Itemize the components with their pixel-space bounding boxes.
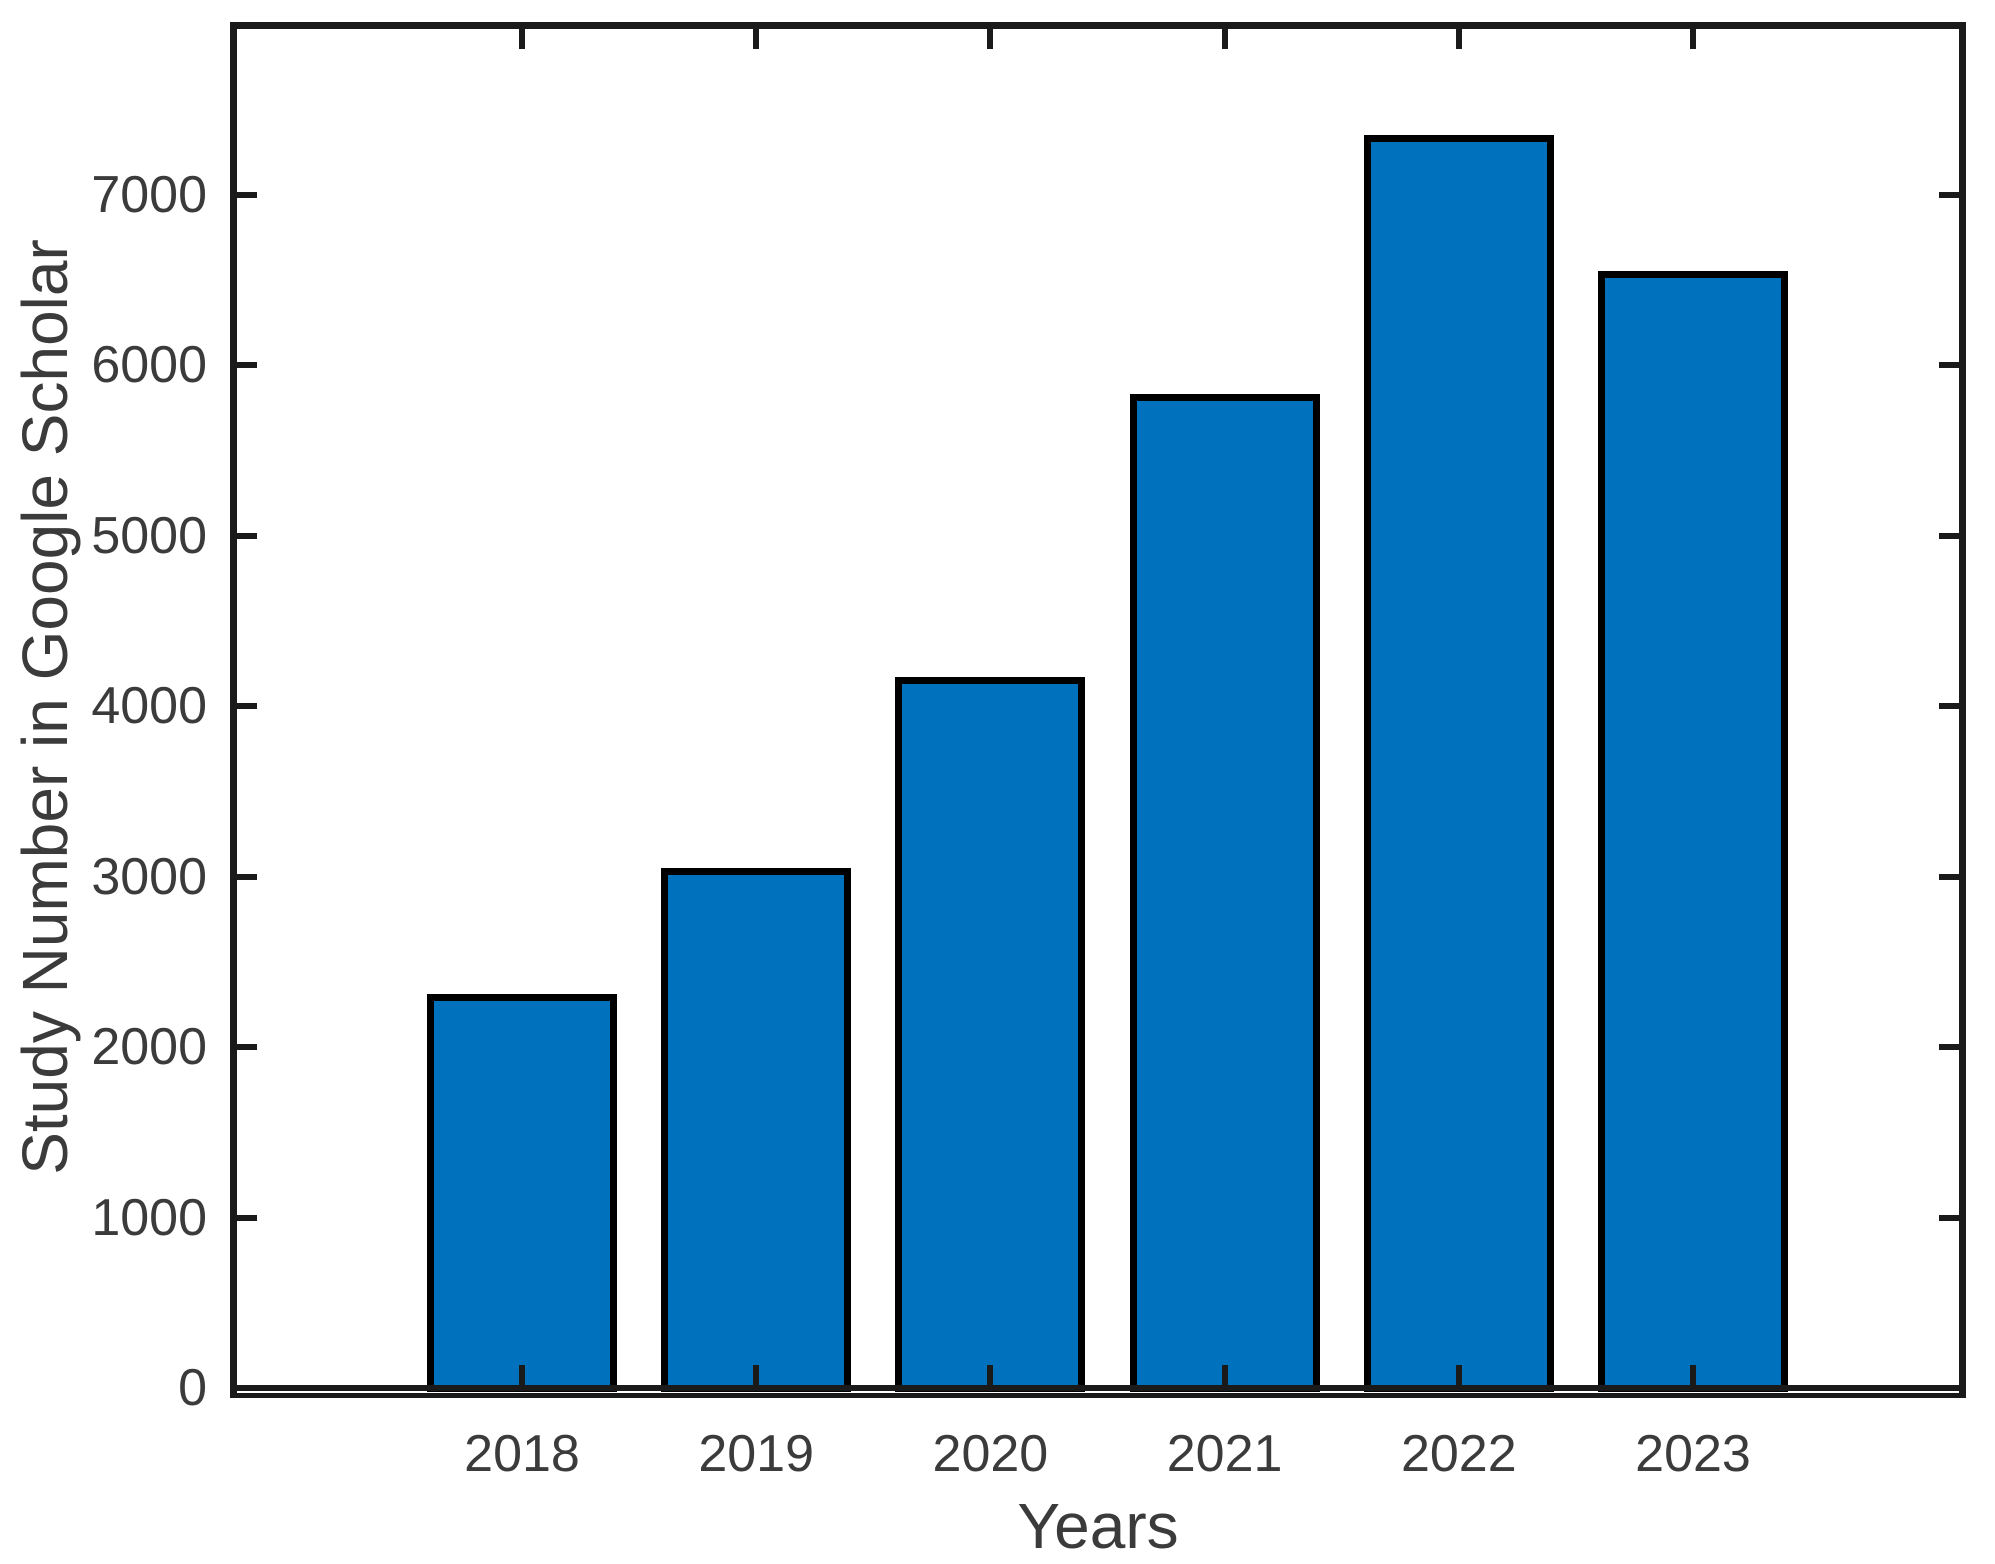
y-tick-right-3000: [1939, 873, 1959, 880]
y-tick-right-6000: [1939, 362, 1959, 368]
x-tick-label-2019: 2019: [698, 1425, 815, 1483]
bar-2019: [661, 867, 852, 1392]
y-tick-label-5000: 5000: [91, 506, 207, 565]
y-tick-label-6000: 6000: [91, 336, 207, 394]
bar-2018: [427, 994, 617, 1392]
y-tick-left-5000: [237, 532, 257, 539]
bar-2023: [1598, 271, 1788, 1392]
y-tick-label-2000: 2000: [91, 1018, 207, 1076]
axis-box-bottom-line: [230, 1393, 1966, 1398]
x-axis-label: Years: [1017, 1490, 1179, 1562]
y-tick-label-1000: 1000: [91, 1188, 207, 1247]
x-tick-top-2021: [1221, 29, 1228, 49]
x-tick-label-2021: 2021: [1166, 1425, 1283, 1483]
x-tick-top-2018: [519, 29, 525, 49]
y-tick-right-2000: [1939, 1044, 1959, 1050]
x-tick-label-2018: 2018: [464, 1425, 580, 1483]
x-tick-bottom-2022: [1455, 1365, 1462, 1385]
x-tick-label-2023: 2023: [1635, 1425, 1751, 1483]
x-tick-label-2020: 2020: [932, 1425, 1049, 1483]
y-tick-left-4000: [237, 703, 257, 709]
y-axis-label: Study Number in Google Scholar: [9, 239, 81, 1175]
y-tick-right-1000: [1939, 1214, 1959, 1221]
y-tick-label-4000: 4000: [91, 677, 207, 735]
y-tick-left-3000: [237, 873, 257, 880]
x-tick-top-2023: [1690, 29, 1696, 49]
x-axis-baseline: [230, 1385, 1966, 1391]
x-tick-label-2022: 2022: [1400, 1425, 1517, 1483]
y-tick-label-3000: 3000: [91, 847, 207, 906]
bar-2020: [895, 677, 1086, 1392]
x-tick-top-2019: [753, 29, 760, 49]
y-tick-left-2000: [237, 1044, 257, 1050]
x-tick-top-2022: [1455, 29, 1462, 49]
y-tick-left-1000: [237, 1214, 257, 1221]
y-tick-label-7000: 7000: [91, 165, 207, 224]
x-tick-bottom-2019: [753, 1365, 760, 1385]
y-tick-label-0: 0: [178, 1359, 207, 1417]
x-tick-bottom-2023: [1690, 1365, 1696, 1385]
x-tick-bottom-2018: [519, 1365, 525, 1385]
y-tick-right-4000: [1939, 703, 1959, 709]
x-tick-top-2020: [987, 29, 994, 49]
x-tick-bottom-2021: [1221, 1365, 1228, 1385]
x-tick-bottom-2020: [987, 1365, 994, 1385]
y-tick-left-6000: [237, 362, 257, 368]
bar-2021: [1129, 393, 1320, 1392]
y-tick-right-5000: [1939, 532, 1959, 539]
bar-2022: [1363, 134, 1554, 1392]
y-tick-right-7000: [1939, 191, 1959, 198]
y-tick-left-7000: [237, 191, 257, 198]
